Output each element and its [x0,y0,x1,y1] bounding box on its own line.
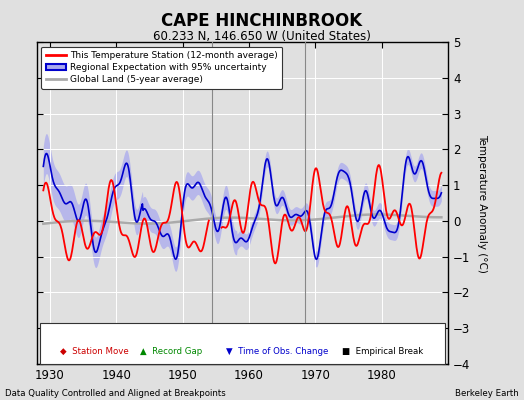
Text: ▲  Record Gap: ▲ Record Gap [139,347,202,356]
Text: Berkeley Earth: Berkeley Earth [455,389,519,398]
Text: 60.233 N, 146.650 W (United States): 60.233 N, 146.650 W (United States) [153,30,371,43]
Legend: This Temperature Station (12-month average), Regional Expectation with 95% uncer: This Temperature Station (12-month avera… [41,46,282,89]
Text: ◆  Station Move: ◆ Station Move [60,347,129,356]
Text: ▼  Time of Obs. Change: ▼ Time of Obs. Change [226,347,328,356]
Text: Data Quality Controlled and Aligned at Breakpoints: Data Quality Controlled and Aligned at B… [5,389,226,398]
Text: ■  Empirical Break: ■ Empirical Break [342,347,423,356]
Text: CAPE HINCHINBROOK: CAPE HINCHINBROOK [161,12,363,30]
FancyBboxPatch shape [40,323,445,364]
Y-axis label: Temperature Anomaly (°C): Temperature Anomaly (°C) [477,134,487,272]
